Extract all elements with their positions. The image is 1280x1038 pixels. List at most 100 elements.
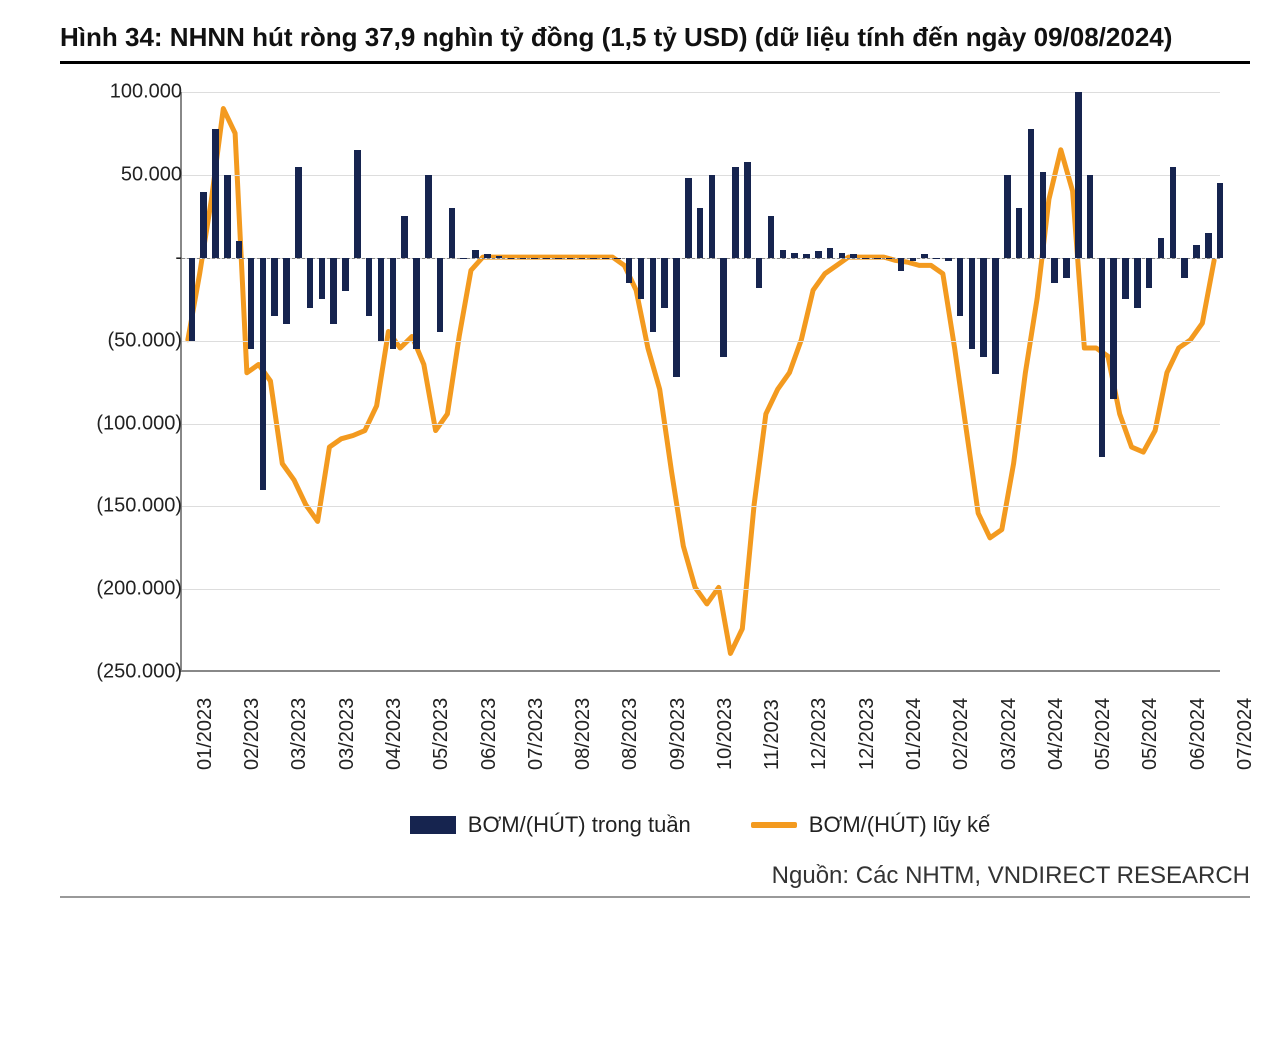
weekly-bar [496, 256, 503, 258]
weekly-bar [969, 258, 976, 349]
weekly-bar [1040, 172, 1047, 258]
x-axis-label: 09/2023 [667, 698, 690, 770]
weekly-bar [425, 175, 432, 258]
weekly-bar [614, 258, 621, 259]
x-axis-label: 07/2024 [1234, 698, 1257, 770]
legend-item-bar: BƠM/(HÚT) trong tuần [410, 812, 691, 838]
weekly-bar [307, 258, 314, 308]
weekly-bar [449, 208, 456, 258]
x-axis-label: 05/2024 [1139, 698, 1162, 770]
weekly-bar [768, 216, 775, 257]
gridline [182, 589, 1220, 590]
weekly-bar [283, 258, 290, 324]
x-axis-label: 03/2023 [336, 698, 359, 770]
weekly-bar [1004, 175, 1011, 258]
x-axis-label: 06/2024 [1187, 698, 1210, 770]
gridline [182, 92, 1220, 93]
weekly-bar [460, 258, 467, 259]
weekly-bar [862, 258, 869, 259]
weekly-bar [1146, 258, 1153, 288]
weekly-bar [1028, 129, 1035, 258]
weekly-bar [366, 258, 373, 316]
chart-title: Hình 34: NHNN hút ròng 37,9 nghìn tỷ đồn… [60, 20, 1250, 64]
weekly-bar [827, 248, 834, 258]
weekly-bar [638, 258, 645, 299]
weekly-bar [508, 258, 515, 259]
y-axis-label: (50.000) [108, 329, 183, 352]
weekly-bar [803, 254, 810, 257]
x-axis-label: 05/2023 [430, 698, 453, 770]
legend-line-label: BƠM/(HÚT) lũy kế [809, 812, 990, 838]
x-axis-label: 03/2024 [998, 698, 1021, 770]
weekly-bar [555, 258, 562, 259]
weekly-bar [1158, 238, 1165, 258]
weekly-bar [886, 258, 893, 259]
weekly-bar [720, 258, 727, 357]
weekly-bar [472, 250, 479, 258]
weekly-bar [1063, 258, 1070, 278]
weekly-bar [673, 258, 680, 377]
weekly-bar [1170, 167, 1177, 258]
weekly-bar [1099, 258, 1106, 457]
weekly-bar [921, 254, 928, 257]
gridline [182, 175, 1220, 176]
weekly-bar [189, 258, 196, 341]
weekly-bar [910, 258, 917, 261]
weekly-bar [342, 258, 349, 291]
y-axis-label: (200.000) [96, 578, 182, 601]
weekly-bar [1217, 183, 1224, 258]
gridline [182, 506, 1220, 507]
weekly-bar [330, 258, 337, 324]
weekly-bar [413, 258, 420, 349]
weekly-bar [295, 167, 302, 258]
y-axis-label: - [175, 246, 182, 269]
weekly-bar [390, 258, 397, 349]
weekly-bar [874, 258, 881, 259]
plot-area [180, 92, 1220, 672]
weekly-bar [791, 253, 798, 258]
x-axis-label: 05/2024 [1092, 698, 1115, 770]
weekly-bar [378, 258, 385, 341]
chart-container: BƠM/(HÚT) trong tuần BƠM/(HÚT) lũy kế 10… [60, 72, 1230, 852]
weekly-bar [945, 258, 952, 261]
x-axis-label: 04/2023 [383, 698, 406, 770]
weekly-bar [980, 258, 987, 357]
x-axis-label: 12/2023 [856, 698, 879, 770]
weekly-bar [1181, 258, 1188, 278]
weekly-bar [1134, 258, 1141, 308]
x-axis-label: 01/2024 [903, 698, 926, 770]
x-axis-label: 10/2023 [714, 698, 737, 770]
weekly-bar [850, 254, 857, 257]
weekly-bar [224, 175, 231, 258]
y-axis-label: 50.000 [121, 163, 182, 186]
weekly-bar [626, 258, 633, 283]
weekly-bar [531, 258, 538, 259]
weekly-bar [992, 258, 999, 374]
weekly-bar [744, 162, 751, 258]
weekly-bar [898, 258, 905, 271]
weekly-bar [815, 251, 822, 258]
weekly-bar [200, 192, 207, 258]
x-axis-label: 11/2023 [761, 699, 784, 770]
weekly-bar [543, 258, 550, 259]
weekly-bar [709, 175, 716, 258]
gridline [182, 341, 1220, 342]
weekly-bar [1110, 258, 1117, 399]
weekly-bar [1016, 208, 1023, 258]
bar-swatch-icon [410, 816, 456, 834]
weekly-bar [1087, 175, 1094, 258]
x-axis-label: 12/2023 [808, 698, 831, 770]
x-axis-label: 02/2023 [241, 698, 264, 770]
weekly-bar [1051, 258, 1058, 283]
legend-bar-label: BƠM/(HÚT) trong tuần [468, 812, 691, 838]
legend-item-line: BƠM/(HÚT) lũy kế [751, 812, 990, 838]
weekly-bar [1205, 233, 1212, 258]
x-axis-label: 08/2023 [619, 698, 642, 770]
cumulative-line [182, 92, 1220, 670]
line-swatch-icon [751, 822, 797, 828]
weekly-bar [661, 258, 668, 308]
gridline [182, 424, 1220, 425]
weekly-bar [1193, 245, 1200, 258]
weekly-bar [957, 258, 964, 316]
weekly-bar [212, 129, 219, 258]
